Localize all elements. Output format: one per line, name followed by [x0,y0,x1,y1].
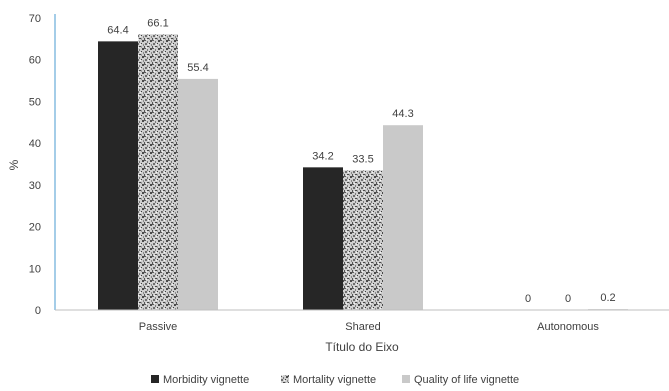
y-axis-ticks: 0 10 20 30 40 50 60 70 [29,13,41,317]
data-label: 33.5 [352,153,373,165]
y-tick-label: 20 [29,222,41,234]
data-label: 0 [525,293,531,305]
data-label: 66.1 [147,17,168,29]
data-label: 44.3 [392,108,413,120]
category-label: Passive [139,321,178,333]
y-axis-title: % [7,159,21,170]
bars-group [98,34,628,311]
bar-mortality-vignette-shared [343,170,383,310]
legend-label: Mortality vignette [293,374,376,386]
y-tick-label: 70 [29,13,41,25]
bar-morbidity-vignette-shared [303,167,343,310]
data-label: 0 [565,293,571,305]
bar-quality-of-life-vignette-shared [383,125,423,310]
y-tick-label: 60 [29,55,41,67]
y-tick-label: 50 [29,96,41,108]
legend-label: Morbidity vignette [163,374,249,386]
category-label: Shared [345,321,380,333]
y-tick-label: 30 [29,180,41,192]
data-label: 55.4 [187,62,208,74]
legend: Morbidity vignette Mortality vignette Qual… [151,374,519,386]
data-label: 64.4 [107,24,128,36]
y-tick-label: 40 [29,138,41,150]
bar-mortality-vignette-passive [138,34,178,311]
x-axis-title: Título do Eixo [325,340,399,354]
bar-quality-of-life-vignette-passive [178,78,218,310]
legend-swatch [281,375,289,383]
category-label: Autonomous [537,321,599,333]
bar-morbidity-vignette-passive [98,41,138,311]
data-label: 0.2 [600,292,615,304]
legend-label: Quality of life vignette [414,374,519,386]
legend-swatch [402,375,410,383]
y-tick-label: 0 [35,305,41,317]
axes-group [54,14,669,311]
data-label: 34.2 [312,150,333,162]
category-labels-group: Passive Shared Autonomous [139,321,600,333]
data-labels-group: 64.4 66.1 55.4 34.2 33.5 44.3 0 0 0.2 [107,17,615,305]
y-tick-label: 10 [29,263,41,275]
legend-swatch [151,375,159,383]
